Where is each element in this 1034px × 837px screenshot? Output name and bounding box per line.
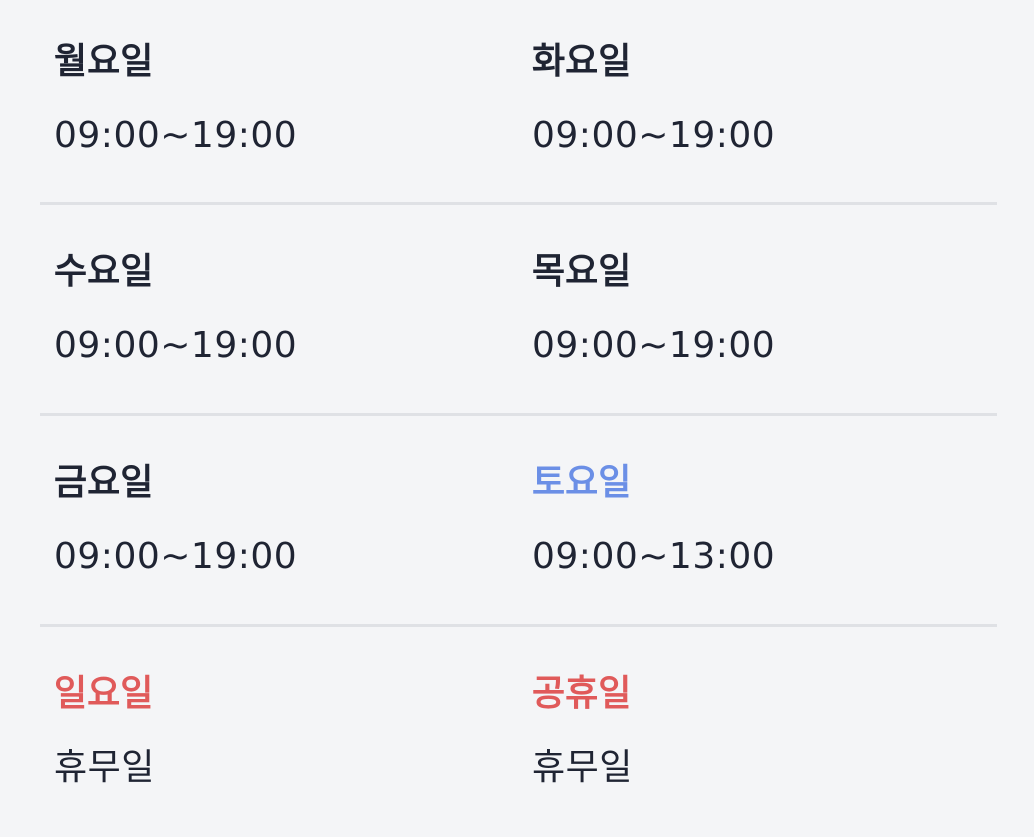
day-label: 수요일 xyxy=(54,251,154,292)
hours-value: 09:00~19:00 xyxy=(54,536,298,577)
day-label: 목요일 xyxy=(532,251,632,292)
row-divider xyxy=(40,413,997,416)
day-label: 화요일 xyxy=(532,41,632,82)
schedule-row: 월요일 09:00~19:00 화요일 09:00~19:00 xyxy=(0,0,1034,211)
day-label: 금요일 xyxy=(54,462,154,503)
row-divider xyxy=(40,202,997,205)
day-label: 공휴일 xyxy=(532,673,632,714)
row-divider xyxy=(40,624,997,627)
hours-value: 휴무일 xyxy=(532,747,633,788)
schedule-row: 금요일 09:00~19:00 토요일 09:00~13:00 xyxy=(0,415,1034,626)
day-label: 월요일 xyxy=(54,41,154,82)
day-label: 일요일 xyxy=(54,673,154,714)
schedule-row: 일요일 휴무일 공휴일 휴무일 xyxy=(0,626,1034,837)
hours-value: 휴무일 xyxy=(54,747,155,788)
hours-value: 09:00~19:00 xyxy=(54,115,298,156)
day-label: 토요일 xyxy=(532,462,632,503)
hours-value: 09:00~13:00 xyxy=(532,536,776,577)
hours-value: 09:00~19:00 xyxy=(54,325,298,366)
hours-value: 09:00~19:00 xyxy=(532,325,776,366)
hours-value: 09:00~19:00 xyxy=(532,115,776,156)
schedule-row: 수요일 09:00~19:00 목요일 09:00~19:00 xyxy=(0,204,1034,415)
